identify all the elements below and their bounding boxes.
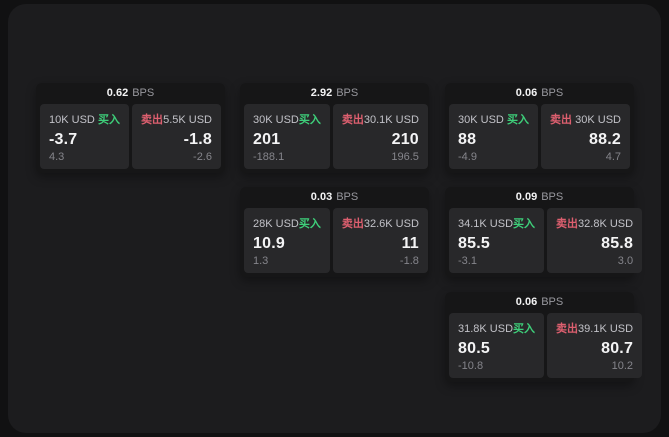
buy-amount-label: 10K USD <box>49 114 95 126</box>
buy-delta: -4.9 <box>458 151 477 163</box>
buy-panel[interactable]: 28K USD 买入 10.9 1.3 <box>244 208 330 273</box>
buy-delta: -10.8 <box>458 360 484 372</box>
main-panel: 0.62 BPS 10K USD 买入 -3.7 4.3 卖出 5.5K USD … <box>8 4 661 433</box>
sell-panel[interactable]: 卖出 5.5K USD -1.8 -2.6 <box>132 104 221 169</box>
sell-amount-label: 30K USD <box>575 114 621 126</box>
sell-amount-label: 30.1K USD <box>363 114 419 126</box>
sell-amount-label: 32.6K USD <box>363 218 419 230</box>
buy-price: 85.5 <box>458 234 490 252</box>
buy-tag: 买入 <box>507 114 529 126</box>
spread-value: 0.06 <box>515 87 538 99</box>
quote-card: 0.06 BPS 31.8K USD 买入 80.5 -10.8 卖出 39.1K… <box>445 292 643 382</box>
spread-unit: BPS <box>132 87 155 99</box>
buy-price: -3.7 <box>49 130 78 148</box>
spread-header: 0.62 BPS <box>36 83 225 104</box>
buy-tag: 买入 <box>298 218 321 230</box>
spread-header: 0.06 BPS <box>445 292 634 313</box>
sell-amount-label: 5.5K USD <box>163 114 212 126</box>
sell-panel[interactable]: 卖出 30.1K USD 210 196.5 <box>332 104 428 169</box>
sell-amount-label: 32.8K USD <box>578 218 634 230</box>
sell-panel[interactable]: 卖出 32.6K USD 11 -1.8 <box>332 208 428 273</box>
spread-value: 0.09 <box>515 191 538 203</box>
sell-price: 88.2 <box>589 130 621 148</box>
buy-delta: -188.1 <box>253 151 285 163</box>
buy-price: 10.9 <box>253 234 285 252</box>
sell-price: -1.8 <box>183 130 212 148</box>
spread-header: 0.03 BPS <box>240 187 429 208</box>
buy-panel[interactable]: 34.1K USD 买入 85.5 -3.1 <box>449 208 545 273</box>
sell-tag: 卖出 <box>556 218 579 230</box>
spread-value: 2.92 <box>310 87 333 99</box>
buy-tag: 买入 <box>298 114 321 126</box>
sell-delta: 10.2 <box>611 360 634 372</box>
buy-delta: 1.3 <box>253 255 269 267</box>
quote-card: 0.03 BPS 28K USD 买入 10.9 1.3 卖出 32.6K USD… <box>240 187 429 277</box>
sell-tag: 卖出 <box>141 114 163 126</box>
sell-tag: 卖出 <box>550 114 572 126</box>
buy-delta: -3.1 <box>458 255 477 267</box>
buy-price: 201 <box>253 130 281 148</box>
spread-unit: BPS <box>541 191 564 203</box>
buy-amount-label: 34.1K USD <box>458 218 514 230</box>
sell-delta: -1.8 <box>399 255 419 267</box>
spread-header: 0.06 BPS <box>445 83 634 104</box>
spread-value: 0.03 <box>310 191 333 203</box>
sell-tag: 卖出 <box>341 114 364 126</box>
buy-amount-label: 31.8K USD <box>458 323 514 335</box>
quote-card: 0.09 BPS 34.1K USD 买入 85.5 -3.1 卖出 32.8K … <box>445 187 643 277</box>
buy-tag: 买入 <box>513 323 536 335</box>
spread-value: 0.06 <box>515 296 538 308</box>
sell-panel[interactable]: 卖出 32.8K USD 85.8 3.0 <box>547 208 643 273</box>
sell-delta: -2.6 <box>193 151 212 163</box>
buy-amount-label: 30K USD <box>253 114 299 126</box>
sell-amount-label: 39.1K USD <box>578 323 634 335</box>
buy-panel[interactable]: 31.8K USD 买入 80.5 -10.8 <box>449 313 545 378</box>
quote-card: 0.06 BPS 30K USD 买入 88 -4.9 卖出 30K USD 88… <box>445 83 634 173</box>
spread-unit: BPS <box>541 296 564 308</box>
buy-tag: 买入 <box>513 218 536 230</box>
spread-header: 2.92 BPS <box>240 83 429 104</box>
buy-panel[interactable]: 10K USD 买入 -3.7 4.3 <box>40 104 129 169</box>
quote-card: 2.92 BPS 30K USD 买入 201 -188.1 卖出 30.1K U… <box>240 83 429 173</box>
sell-price: 210 <box>391 130 419 148</box>
buy-amount-label: 30K USD <box>458 114 504 126</box>
buy-price: 80.5 <box>458 339 490 357</box>
buy-delta: 4.3 <box>49 151 65 163</box>
sell-delta: 3.0 <box>617 255 634 267</box>
sell-tag: 卖出 <box>556 323 579 335</box>
sell-tag: 卖出 <box>341 218 364 230</box>
buy-tag: 买入 <box>98 114 120 126</box>
spread-unit: BPS <box>336 191 359 203</box>
sell-price: 11 <box>401 234 419 252</box>
sell-delta: 196.5 <box>391 151 419 163</box>
sell-price: 85.8 <box>601 234 634 252</box>
sell-price: 80.7 <box>601 339 634 357</box>
sell-panel[interactable]: 卖出 39.1K USD 80.7 10.2 <box>547 313 643 378</box>
spread-value: 0.62 <box>106 87 129 99</box>
sell-delta: 4.7 <box>605 151 621 163</box>
buy-panel[interactable]: 30K USD 买入 88 -4.9 <box>449 104 538 169</box>
sell-panel[interactable]: 卖出 30K USD 88.2 4.7 <box>541 104 630 169</box>
spread-unit: BPS <box>541 87 564 99</box>
buy-price: 88 <box>458 130 477 148</box>
buy-amount-label: 28K USD <box>253 218 299 230</box>
buy-panel[interactable]: 30K USD 买入 201 -188.1 <box>244 104 330 169</box>
spread-header: 0.09 BPS <box>445 187 634 208</box>
spread-unit: BPS <box>336 87 359 99</box>
quote-card: 0.62 BPS 10K USD 买入 -3.7 4.3 卖出 5.5K USD … <box>36 83 225 173</box>
